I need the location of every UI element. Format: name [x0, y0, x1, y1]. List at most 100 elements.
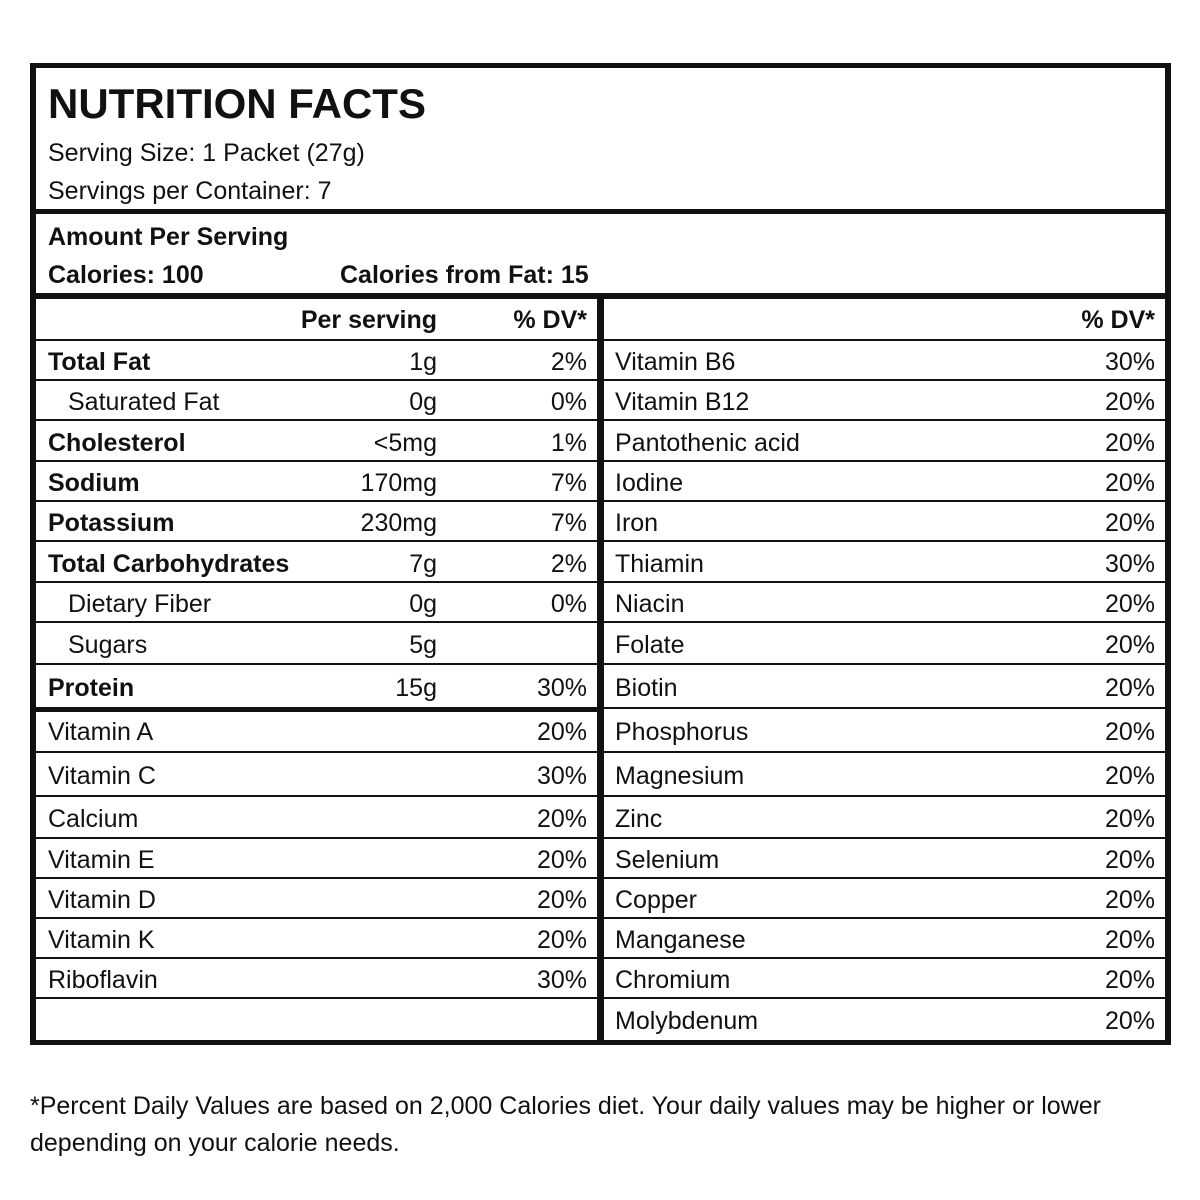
vitamin-dv: 20%: [1104, 1007, 1155, 1035]
nutrient-name: Saturated Fat: [68, 388, 220, 416]
vitamin-dv: 20%: [1104, 926, 1155, 954]
vitamin-name: Calcium: [48, 805, 139, 833]
row-line: [604, 997, 1165, 999]
row-line: [36, 877, 597, 879]
calories-from-fat: Calories from Fat: 15: [340, 261, 589, 289]
vitamin-dv: 20%: [1104, 886, 1155, 914]
nutrient-amount: 0g: [409, 388, 437, 416]
vitamin-dv: 30%: [1104, 549, 1155, 578]
vitamin-name: Molybdenum: [615, 1007, 759, 1035]
row-line: [36, 379, 597, 381]
vitamin-dv: 20%: [1104, 805, 1155, 833]
column-divider: [597, 296, 604, 1045]
vitamin-dv: 20%: [1104, 718, 1155, 746]
vitamin-dv: 20%: [1104, 469, 1155, 497]
vitamin-name: Vitamin K: [48, 926, 155, 954]
border: [30, 63, 1171, 68]
row-line: [36, 540, 597, 542]
row-line: [36, 957, 597, 959]
row-line: [604, 379, 1165, 381]
vitamin-name: Niacin: [615, 590, 685, 618]
nutrient-amount: 5g: [409, 631, 437, 659]
nutrient-amount: 0g: [409, 590, 437, 618]
row-line: [36, 707, 597, 712]
vitamin-name: Riboflavin: [48, 966, 158, 994]
row-line: [604, 795, 1165, 797]
footnote: *Percent Daily Values are based on 2,000…: [30, 1092, 1101, 1157]
row-line: [604, 581, 1165, 583]
nutrient-dv: 2%: [550, 348, 587, 376]
row-line: [604, 419, 1165, 421]
vitamin-dv: 20%: [1104, 631, 1155, 659]
nutrient-dv: 7%: [550, 469, 587, 497]
row-line: [604, 751, 1165, 753]
row-line: [36, 581, 597, 583]
row-line: [604, 917, 1165, 919]
row-line: [36, 751, 597, 753]
nutrient-amount: <5mg: [373, 428, 437, 457]
serving-size: Serving Size: 1 Packet (27g): [48, 139, 365, 167]
nutrient-amount: 15g: [395, 674, 437, 702]
vitamin-name: Vitamin E: [48, 846, 155, 874]
nutrient-amount: 1g: [409, 348, 437, 376]
nutrient-name: Total Carbohydrates: [48, 549, 290, 578]
border: [1165, 63, 1171, 1045]
nutrient-dv: 2%: [550, 549, 587, 578]
vitamin-name: Folate: [615, 631, 685, 659]
nutrient-name: Cholesterol: [48, 428, 186, 457]
vitamin-name: Biotin: [615, 674, 678, 702]
vitamin-dv: 20%: [1104, 674, 1155, 702]
vitamin-dv: 20%: [1104, 509, 1155, 537]
nutrient-dv: 0%: [550, 388, 587, 416]
vitamin-name: Phosphorus: [615, 718, 749, 746]
vitamin-dv: 20%: [536, 926, 587, 954]
nutrient-amount: 170mg: [360, 469, 437, 497]
nutrient-name: Total Fat: [48, 348, 151, 376]
vitamin-dv: 20%: [1104, 762, 1155, 790]
amount-label: Amount Per Serving: [48, 223, 289, 251]
nutrient-name: Sugars: [68, 631, 148, 659]
vitamin-name: Vitamin C: [48, 762, 156, 790]
vitamin-dv: 20%: [1104, 846, 1155, 874]
vitamin-name: Vitamin D: [48, 886, 156, 914]
nutrient-amount: 230mg: [360, 509, 437, 537]
vitamin-dv: 20%: [1104, 966, 1155, 994]
row-line: [36, 339, 597, 341]
title: NUTRITION FACTS: [48, 80, 426, 127]
row-line: [36, 795, 597, 797]
nutrient-dv: 7%: [550, 509, 587, 537]
row-line: [36, 621, 597, 623]
nutrient-dv: 0%: [550, 590, 587, 618]
vitamin-dv: 20%: [1104, 388, 1155, 416]
vitamin-name: Pantothenic acid: [615, 428, 800, 457]
nutrient-amount: 7g: [409, 549, 437, 578]
calories: Calories: 100: [48, 261, 204, 289]
vitamin-dv: 20%: [536, 846, 587, 874]
row-line: [604, 460, 1165, 462]
row-line: [604, 837, 1165, 839]
nutrient-dv: 1%: [550, 428, 587, 457]
column-header: Per serving: [300, 306, 437, 334]
divider: [30, 209, 1171, 214]
row-line: [604, 540, 1165, 542]
row-line: [604, 663, 1165, 665]
vitamin-name: Vitamin A: [48, 718, 154, 746]
row-line: [604, 621, 1165, 623]
nutrient-name: Potassium: [48, 509, 175, 537]
row-line: [36, 460, 597, 462]
vitamin-name: Manganese: [615, 926, 746, 954]
row-line: [604, 707, 1165, 709]
vitamin-name: Vitamin B12: [615, 388, 750, 416]
row-line: [604, 957, 1165, 959]
vitamin-name: Chromium: [615, 966, 731, 994]
vitamin-dv: 20%: [536, 805, 587, 833]
row-line: [36, 917, 597, 919]
row-line: [36, 500, 597, 502]
vitamin-dv: 20%: [1104, 428, 1155, 457]
vitamin-name: Iodine: [615, 469, 684, 497]
servings-per-container: Servings per Container: 7: [48, 177, 332, 205]
vitamin-name: Vitamin B6: [615, 348, 736, 376]
vitamin-name: Thiamin: [615, 549, 704, 578]
nutrient-name: Protein: [48, 674, 135, 702]
